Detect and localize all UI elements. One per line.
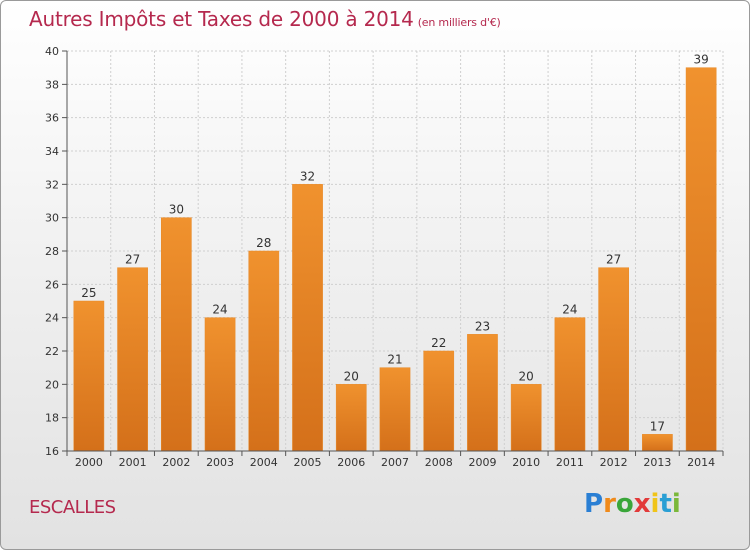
logo-letter: i <box>671 489 681 519</box>
y-tick-label: 24 <box>45 312 59 325</box>
bar-value-label: 32 <box>300 169 315 183</box>
proxiti-logo: Proxiti <box>584 489 681 519</box>
x-tick-label: 2002 <box>162 456 190 469</box>
y-tick-label: 26 <box>45 278 59 291</box>
bar-value-label: 24 <box>562 303 577 317</box>
bar <box>248 250 280 452</box>
bar-value-label: 20 <box>344 369 359 383</box>
x-tick-label: 2014 <box>687 456 715 469</box>
x-tick-label: 2001 <box>119 456 147 469</box>
y-tick-label: 32 <box>45 178 59 191</box>
bar-value-label: 17 <box>650 419 665 433</box>
bars: 25 27 30 24 28 32 20 21 22 23 20 24 27 17 39 <box>73 53 717 452</box>
bar <box>379 367 411 452</box>
x-tick-label: 2006 <box>337 456 365 469</box>
bar <box>73 300 105 452</box>
x-tick-label: 2011 <box>556 456 584 469</box>
bar <box>510 384 542 452</box>
bar <box>554 317 586 452</box>
logo-letter: P <box>584 489 604 519</box>
bar <box>160 217 192 452</box>
bar <box>685 67 717 452</box>
bar <box>423 350 455 452</box>
x-tick-label: 2004 <box>250 456 278 469</box>
bar-value-label: 20 <box>519 369 534 383</box>
bar-value-label: 24 <box>212 303 227 317</box>
bar-value-label: 27 <box>606 253 621 267</box>
bar <box>292 184 323 452</box>
bar <box>598 267 630 452</box>
x-tick-label: 2003 <box>206 456 234 469</box>
y-tick-label: 20 <box>45 378 59 391</box>
x-tick-label: 2000 <box>75 456 103 469</box>
unit-note: (en milliers d'€) <box>417 16 501 29</box>
bar-value-label: 27 <box>125 253 140 267</box>
y-tick-label: 36 <box>45 112 59 125</box>
bar <box>335 384 367 452</box>
bar <box>467 334 498 452</box>
logo-letter: o <box>615 489 634 519</box>
y-tick-label: 40 <box>45 45 59 58</box>
y-tick-label: 28 <box>45 245 59 258</box>
y-tick-label: 18 <box>45 412 59 425</box>
bar <box>642 434 673 452</box>
x-tick-label: 2010 <box>512 456 540 469</box>
chart-title: Autres Impôts et Taxes de 2000 à 2014 (en… <box>29 7 501 31</box>
x-tick-label: 2007 <box>381 456 409 469</box>
logo-letter: r <box>603 489 616 519</box>
bar-value-label: 25 <box>81 286 96 300</box>
bar-value-label: 39 <box>693 53 708 67</box>
y-tick-label: 22 <box>45 345 59 358</box>
y-tick-label: 16 <box>45 445 59 458</box>
commune-name: ESCALLES <box>29 497 116 518</box>
logo-letter: x <box>633 489 651 519</box>
bar-value-label: 21 <box>387 353 402 367</box>
bar-value-label: 22 <box>431 336 446 350</box>
bar <box>204 317 236 452</box>
y-tick-label: 34 <box>45 145 59 158</box>
x-tick-label: 2009 <box>468 456 496 469</box>
y-tick-label: 30 <box>45 212 59 225</box>
bar <box>117 267 148 452</box>
x-tick-label: 2013 <box>643 456 671 469</box>
bar-value-label: 30 <box>169 203 184 217</box>
axes: 16 18 20 22 24 26 28 30 32 34 36 38 40 2000 2001 2002 20… <box>45 45 724 469</box>
title-text: Autres Impôts et Taxes de 2000 à 2014 <box>29 7 414 31</box>
x-tick-label: 2008 <box>425 456 453 469</box>
x-tick-label: 2005 <box>294 456 322 469</box>
logo-letter: t <box>659 489 672 519</box>
y-tick-label: 38 <box>45 78 59 91</box>
bar-value-label: 23 <box>475 319 490 333</box>
x-tick-label: 2012 <box>600 456 628 469</box>
bar-value-label: 28 <box>256 236 271 250</box>
logo-letter: i <box>650 489 660 519</box>
